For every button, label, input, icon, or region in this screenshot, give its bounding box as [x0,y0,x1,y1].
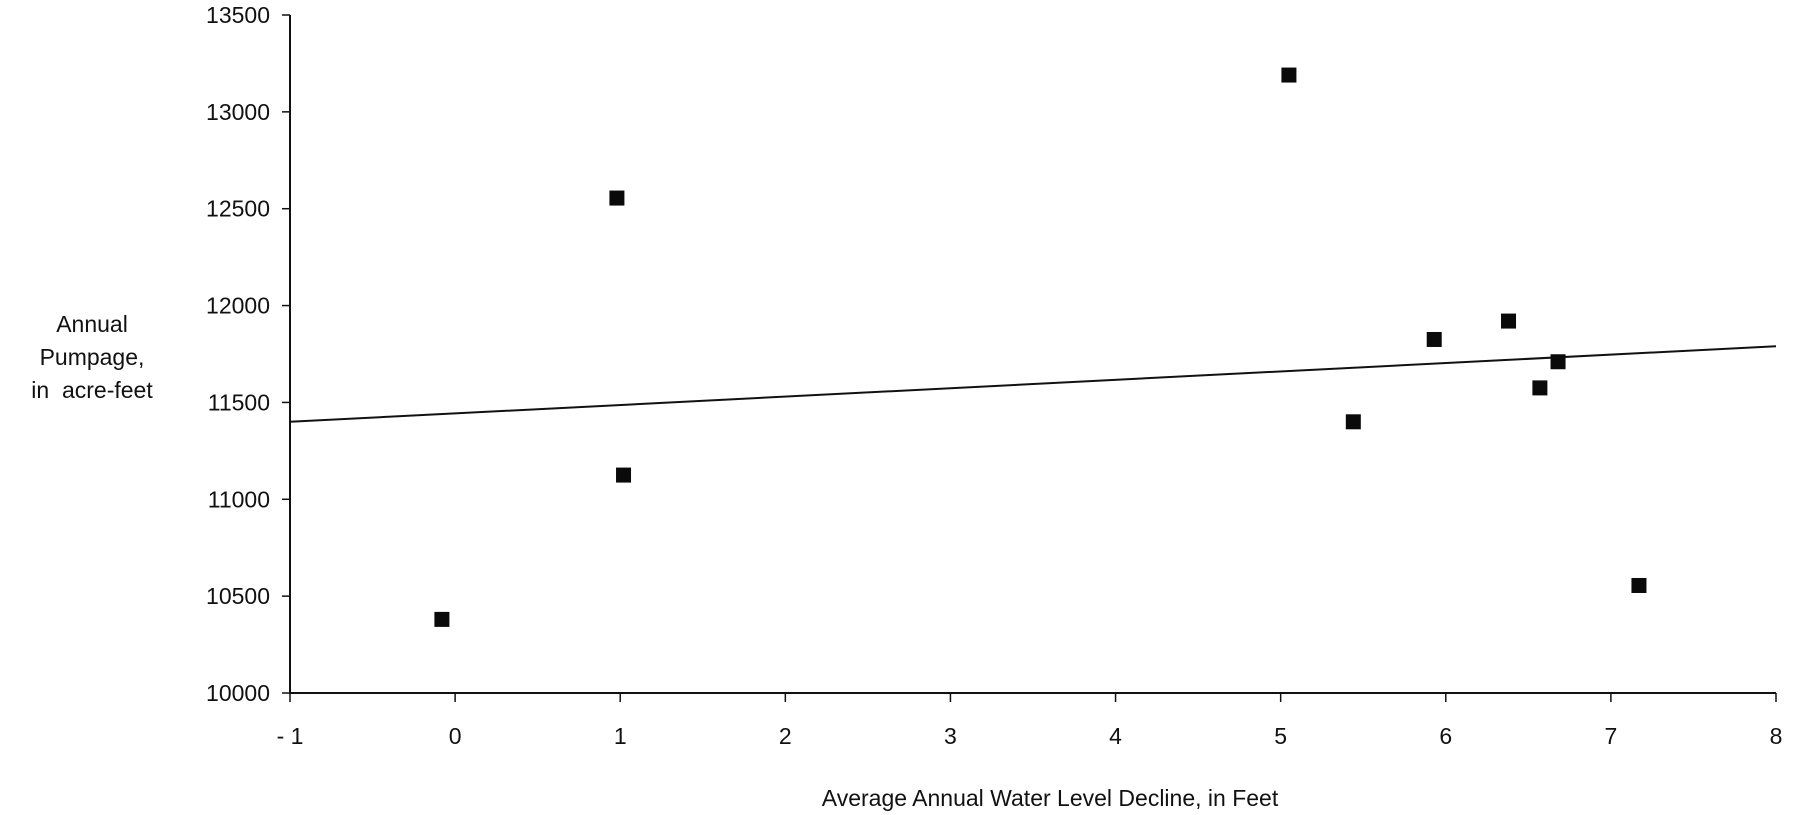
y-tick-label: 11000 [208,486,270,512]
data-point [1345,414,1361,430]
data-point [609,190,625,206]
x-tick-label: 8 [1770,723,1783,749]
data-point [1501,313,1517,329]
x-axis-title: Average Annual Water Level Decline, in F… [822,785,1279,811]
y-axis-ticks: 10000 10500 11000 11500 12000 12500 13000 13500 [206,2,290,706]
data-point [1426,331,1442,347]
data-point [434,611,450,627]
x-axis-ticks: - 1 0 1 2 3 4 5 6 7 8 [277,693,1783,749]
data-point [1631,577,1647,593]
x-tick-label: - 1 [277,723,304,749]
axes [289,15,1776,694]
data-point [1532,380,1548,396]
y-tick-label: 12500 [206,196,270,222]
axis-labels: Average Annual Water Level Decline, in F… [31,311,1279,811]
y-tick-label: 10500 [206,583,270,609]
data-point [616,467,632,483]
y-axis-title-line-3: in acre-feet [31,377,153,403]
x-tick-label: 6 [1439,723,1452,749]
trendline-layer [289,345,1777,423]
x-tick-label: 3 [944,723,957,749]
x-tick-label: 5 [1274,723,1287,749]
y-tick-label: 11500 [208,389,270,415]
y-tick-label: 10000 [206,680,270,706]
y-axis-title-line-2: Pumpage, [40,344,145,370]
x-tick-label: 7 [1604,723,1617,749]
x-tick-label: 1 [614,723,627,749]
x-tick-label: 4 [1109,723,1122,749]
data-point [1281,67,1297,83]
x-tick-label: 0 [449,723,462,749]
y-tick-label: 12000 [206,293,270,319]
trendline [289,345,1777,423]
y-axis-title-line-1: Annual [56,311,128,337]
data-point [1550,354,1566,370]
y-tick-label: 13500 [206,2,270,28]
y-tick-label: 13000 [206,99,270,125]
x-tick-label: 2 [779,723,792,749]
data-points [434,67,1647,627]
